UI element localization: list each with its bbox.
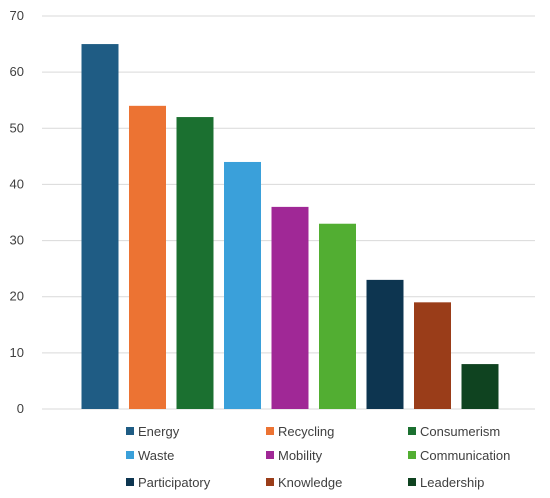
legend-label: Leadership (420, 475, 484, 490)
bar-knowledge (414, 302, 451, 409)
legend-item-knowledge: Knowledge (266, 475, 342, 490)
y-tick-label: 20 (10, 289, 24, 304)
legend: Energy Recycling Consumerism Waste Mobility C… (126, 424, 510, 490)
bar-waste (224, 161, 261, 409)
legend-label: Mobility (278, 448, 323, 463)
legend-label: Participatory (138, 475, 211, 490)
legend-item-communication: Communication (408, 448, 510, 463)
legend-swatch (266, 478, 274, 486)
legend-label: Waste (138, 448, 174, 463)
legend-item-mobility: Mobility (266, 448, 323, 463)
bar-leadership (461, 364, 499, 409)
legend-item-waste: Waste (126, 448, 174, 463)
legend-item-recycling: Recycling (266, 424, 334, 439)
y-tick-label: 70 (10, 8, 24, 23)
legend-swatch (266, 427, 274, 435)
bar-recycling (129, 105, 166, 409)
legend-swatch (408, 427, 416, 435)
legend-item-energy: Energy (126, 424, 180, 439)
bar-communication (319, 223, 356, 409)
bars (81, 44, 499, 410)
legend-label: Consumerism (420, 424, 500, 439)
bar-energy (81, 44, 119, 409)
y-tick-label: 10 (10, 345, 24, 360)
y-tick-label: 60 (10, 64, 24, 79)
legend-swatch (126, 427, 134, 435)
legend-label: Knowledge (278, 475, 342, 490)
legend-item-participatory: Participatory (126, 475, 211, 490)
legend-swatch (266, 451, 274, 459)
y-tick-label: 50 (10, 120, 24, 135)
y-tick-label: 0 (17, 401, 24, 416)
bar-mobility (271, 206, 309, 409)
y-tick-label: 30 (10, 233, 24, 248)
y-axis-ticks: 0 10 20 30 40 50 60 70 (10, 8, 24, 416)
legend-item-consumerism: Consumerism (408, 424, 500, 439)
legend-swatch (126, 451, 134, 459)
legend-swatch (408, 478, 416, 486)
legend-item-leadership: Leadership (408, 475, 484, 490)
legend-label: Recycling (278, 424, 334, 439)
legend-swatch (126, 478, 134, 486)
bar-participatory (366, 279, 404, 409)
y-tick-label: 40 (10, 176, 24, 191)
legend-label: Energy (138, 424, 180, 439)
bar-consumerism (176, 117, 214, 410)
legend-swatch (408, 451, 416, 459)
legend-label: Communication (420, 448, 510, 463)
